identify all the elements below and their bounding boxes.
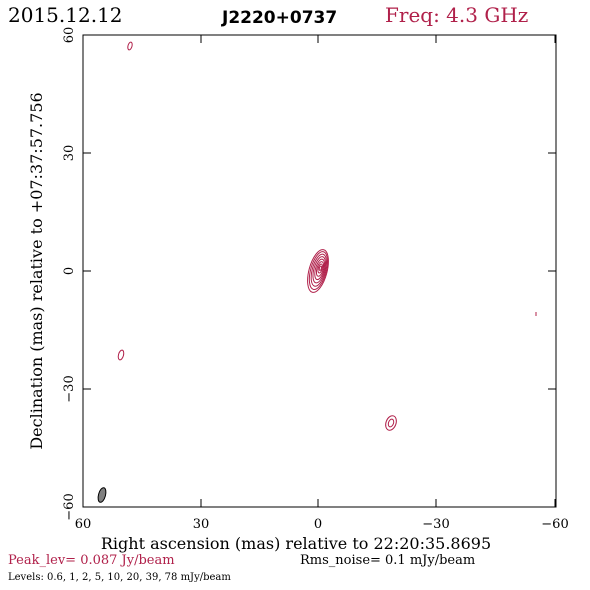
source-name: J2220+0737 [222,8,338,28]
y-tick-label: 0 [62,267,77,275]
frequency-label: Freq: 4.3 GHz [385,3,529,27]
core-contours [307,249,329,293]
x-axis-label: Right ascension (mas) relative to 22:20:… [101,534,491,553]
observation-date: 2015.12.12 [8,3,123,27]
tick-marks [82,34,556,508]
y-axis-label: Declination (mas) relative to +07:37:57.… [27,92,46,449]
plot-frame [82,34,557,508]
y-tick-label: 60 [62,27,77,44]
x-tick-label: 60 [75,517,92,532]
x-tick-label: −60 [541,517,568,532]
y-tick-label: −60 [62,493,77,520]
contour-levels: Levels: 0.6, 1, 2, 5, 10, 20, 39, 78 mJy… [8,572,231,583]
x-tick-label: 30 [193,517,210,532]
y-tick-label: 30 [62,145,77,162]
rms-noise: Rms_noise= 0.1 mJy/beam [300,553,476,568]
y-tick-label: −30 [62,375,77,402]
noise-contours [117,41,537,431]
x-tick-label: −30 [422,517,449,532]
peak-level: Peak_lev= 0.087 Jy/beam [8,553,175,568]
x-tick-label: 0 [314,517,322,532]
beam-ellipse [97,487,107,503]
